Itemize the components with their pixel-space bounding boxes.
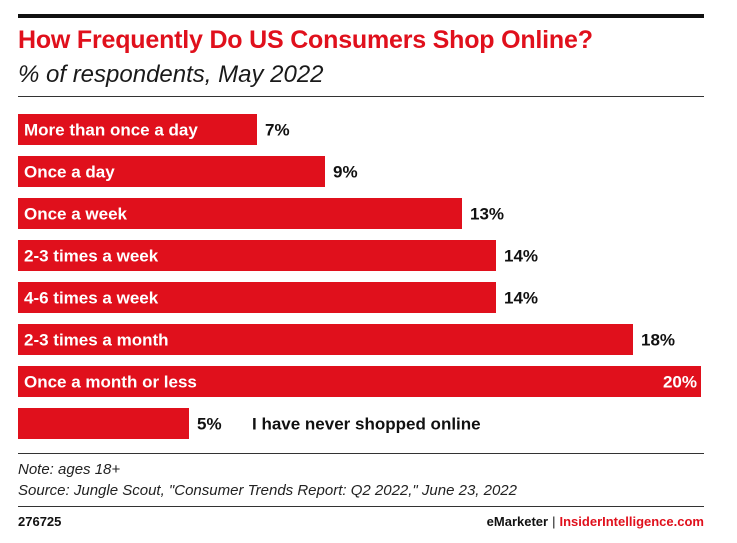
value-label-3: 14% [504, 247, 538, 266]
value-label-0: 7% [265, 121, 290, 140]
footer-rule [18, 506, 704, 507]
category-label-2: Once a week [24, 205, 128, 224]
category-label-3: 2-3 times a week [24, 247, 159, 266]
header-rule [18, 96, 704, 97]
category-label-7: I have never shopped online [252, 415, 481, 434]
chart-id: 276725 [18, 514, 62, 529]
bar-5 [18, 324, 633, 355]
chart-subtitle: % of respondents, May 2022 [18, 61, 324, 88]
chart-bottom-rule [18, 453, 704, 454]
bar-chart: 7% More than once a day 9% Once a day 13% Onc… [18, 114, 701, 439]
brand-separator: | [552, 514, 556, 529]
category-label-4: 4-6 times a week [24, 289, 159, 308]
brand-credit: eMarketer | InsiderIntelligence.com [487, 514, 704, 529]
brand-insider-link[interactable]: InsiderIntelligence.com [559, 514, 705, 529]
value-label-5: 18% [641, 331, 675, 350]
brand-emarketer: eMarketer [486, 514, 549, 529]
value-label-7: 5% [197, 415, 222, 434]
category-label-1: Once a day [24, 163, 115, 182]
chart-source: Source: Jungle Scout, "Consumer Trends R… [18, 482, 517, 499]
category-label-0: More than once a day [24, 121, 198, 140]
chart-note: Note: ages 18+ [18, 461, 121, 478]
bar-1 [18, 156, 325, 187]
value-label-6: 20% [663, 373, 697, 392]
top-rule [18, 14, 704, 18]
bar-7 [18, 408, 189, 439]
category-label-6: Once a month or less [24, 373, 197, 392]
category-label-5: 2-3 times a month [24, 331, 169, 350]
value-label-2: 13% [470, 205, 504, 224]
bar-3 [18, 240, 496, 271]
bar-2 [18, 198, 462, 229]
value-label-1: 9% [333, 163, 358, 182]
value-label-4: 14% [504, 289, 538, 308]
bar-6 [18, 366, 701, 397]
bar-4 [18, 282, 496, 313]
chart-title: How Frequently Do US Consumers Shop Onli… [18, 26, 593, 54]
bar-0 [18, 114, 257, 145]
